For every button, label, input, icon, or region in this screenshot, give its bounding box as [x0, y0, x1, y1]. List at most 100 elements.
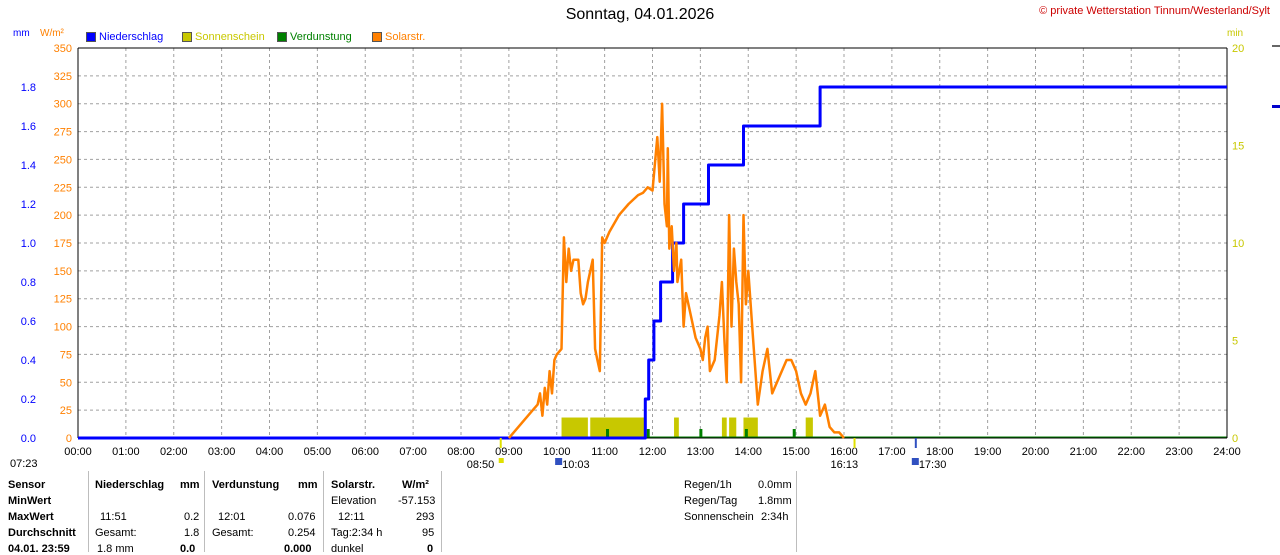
legend-swatch	[86, 32, 96, 42]
verdunstung-total-label: Gesamt:	[212, 527, 254, 539]
y-tick-label-mm: 1.0	[21, 238, 36, 250]
chart-axes	[77, 47, 1228, 439]
sunshine-bar	[805, 417, 813, 438]
x-tick-label: 07:00	[399, 446, 427, 458]
row-label-max: MaxWert	[8, 511, 54, 523]
summary-value-rain-day: 1.8mm	[758, 495, 792, 507]
solar-unit: W/m²	[402, 479, 429, 491]
niederschlag-last-mm: 0.0	[180, 543, 196, 555]
legend-swatch	[277, 32, 287, 42]
y-tick-label-wm2: 100	[54, 322, 72, 334]
left-time-label: 07:23	[10, 458, 38, 470]
row-label-min: MinWert	[8, 495, 52, 507]
x-tick-label: 19:00	[974, 446, 1002, 458]
y-tick-label-min: 15	[1232, 141, 1244, 153]
y-tick-label-wm2: 125	[54, 294, 72, 306]
x-tick-label: 20:00	[1022, 446, 1050, 458]
x-tick-label: 03:00	[208, 446, 236, 458]
chart-title: Sonntag, 04.01.2026	[565, 6, 715, 23]
legend-swatch	[182, 32, 192, 42]
sunrise-icon	[498, 458, 504, 463]
x-tick-label: 18:00	[926, 446, 954, 458]
verdunstung-max-value: 0.076	[288, 511, 316, 523]
evaporation-bar	[646, 429, 650, 438]
copyright-note: © private Wetterstation Tinnum/Westerlan…	[1039, 5, 1270, 17]
table-separator	[441, 471, 442, 552]
x-tick-label: 04:00	[256, 446, 284, 458]
x-tick-label: 21:00	[1070, 446, 1098, 458]
sunshine-series	[561, 417, 813, 438]
x-tick-label: 23:00	[1165, 446, 1193, 458]
y-tick-label-min: 0	[1232, 433, 1238, 445]
y-tick-label-min: 5	[1232, 336, 1238, 348]
verdunstung-total-value: 0.254	[288, 527, 316, 539]
y-tick-label-wm2: 300	[54, 99, 72, 111]
niederschlag-total-label: Gesamt:	[95, 527, 137, 539]
x-tick-label: 17:00	[878, 446, 906, 458]
sunshine-bar	[721, 417, 727, 438]
legend-verdunstung: Verdunstung	[277, 31, 352, 43]
verdunstung-header: Verdunstung	[212, 479, 280, 491]
summary-label-rain-hour: Regen/1h	[684, 479, 732, 491]
x-tick-label: 12:00	[639, 446, 667, 458]
y-tick-label-mm: 1.8	[21, 82, 36, 94]
legend-label: Niederschlag	[99, 31, 164, 43]
y-tick-label-mm: 1.4	[21, 160, 36, 172]
solar-header: Solarstr.	[331, 479, 376, 491]
x-tick-label: 16:00	[830, 446, 858, 458]
x-tick-label: 06:00	[351, 446, 379, 458]
summary-label-sunshine: Sonnenschein	[684, 511, 754, 523]
row-label-last: 04.01. 23:59	[8, 543, 70, 555]
y-tick-label-wm2: 50	[60, 377, 72, 389]
sunset-top-icon	[911, 458, 919, 465]
unit-mm-label: mm	[13, 28, 30, 39]
evaporation-bar	[606, 429, 610, 438]
table-separator	[796, 471, 797, 552]
y-tick-label-wm2: 175	[54, 238, 72, 250]
evaporation-bar	[792, 429, 796, 438]
legend-label: Verdunstung	[290, 31, 352, 43]
y-tick-label-min: 10	[1232, 238, 1244, 250]
niederschlag-max-time: 11:51	[100, 511, 127, 523]
y-tick-label-mm: 0.6	[21, 316, 36, 328]
solar-elevation-label: Elevation	[331, 495, 377, 507]
y-tick-label-wm2: 325	[54, 71, 72, 83]
y-tick-label-min: 20	[1232, 43, 1244, 55]
y-tick-label-mm: 0.2	[21, 394, 36, 406]
unit-min-label: min	[1227, 28, 1244, 39]
x-tick-label: 13:00	[687, 446, 715, 458]
y-tick-label-mm: 1.2	[21, 199, 36, 211]
x-tick-label: 09:00	[495, 446, 523, 458]
verdunstung-max-time: 12:01	[218, 511, 246, 523]
right-edge-marker	[1272, 105, 1280, 108]
table-separator	[323, 471, 324, 552]
sunshine-bar	[729, 417, 737, 438]
series-line-solarstr	[507, 102, 845, 439]
table-separator	[88, 471, 89, 552]
evaporation-bar	[744, 429, 748, 438]
right-edge-tick	[1272, 45, 1280, 47]
y-tick-label-wm2: 275	[54, 127, 72, 139]
y-tick-label-mm: 1.6	[21, 121, 36, 133]
legend-solarstr: Solarstr.	[372, 31, 425, 43]
sunset-time-label: 16:13	[831, 459, 859, 471]
solar-elevation-value: -57.153	[398, 495, 436, 507]
sunrise-time-label: 08:50	[467, 459, 495, 471]
legend-niederschlag: Niederschlag	[86, 31, 163, 43]
niederschlag-unit: mm	[180, 479, 200, 491]
sunshine-bar	[561, 417, 588, 438]
legend-label: Solarstr.	[385, 31, 426, 43]
unit-wm2-label: W/m²	[40, 28, 64, 39]
y-tick-label-wm2: 350	[54, 43, 72, 55]
chart-series	[78, 85, 1227, 440]
verdunstung-last-value: 0.000	[284, 543, 312, 555]
niederschlag-total-value: 1.8	[184, 527, 200, 539]
solar-max-time: 12:11	[338, 511, 365, 523]
summary-value-sunshine: 2:34h	[761, 511, 789, 523]
summary-value-rain-hour: 0.0mm	[758, 479, 792, 491]
chart-tick-labels: 00:00 01:00 02:00 03:00 04:00 05:00 06:00 07:00…	[21, 43, 1245, 458]
x-tick-label: 24:00	[1213, 446, 1241, 458]
x-tick-label: 14:00	[734, 446, 762, 458]
sunshine-bar	[590, 417, 646, 438]
solar-day-label: Tag:2:34 h	[331, 527, 383, 539]
